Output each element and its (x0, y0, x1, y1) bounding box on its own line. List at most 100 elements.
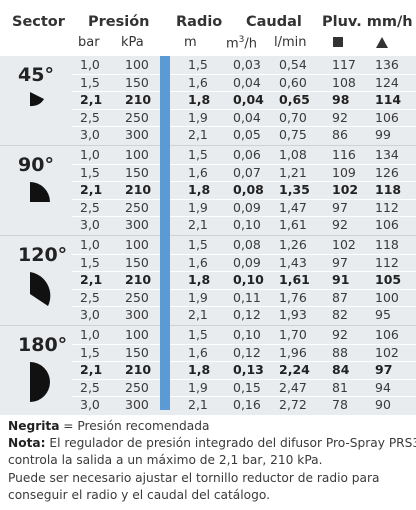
triangle-pattern-icon (376, 37, 388, 48)
table-row: 2,1 210 1,8 0,10 1,61 91 105 (0, 271, 416, 289)
cell-lmin: 1,61 (279, 272, 310, 288)
cell-pluv-square: 102 (332, 182, 359, 198)
cell-pluv-triangle: 136 (375, 57, 399, 72)
table-header: Sector Presión Radio Caudal Pluv. mm/h b… (0, 0, 416, 56)
row-divider (72, 108, 416, 110)
cell-lmin: 1,96 (279, 344, 307, 360)
cell-bar: 1,0 (80, 57, 100, 72)
cell-lmin: 2,47 (279, 379, 307, 395)
cell-pluv-triangle: 124 (375, 74, 399, 90)
cell-lmin: 2,24 (279, 362, 310, 378)
table-row: 2,1 210 1,8 0,13 2,24 84 97 (0, 361, 416, 379)
cell-bar: 1,0 (80, 147, 100, 162)
row-divider (72, 73, 416, 75)
cell-m3h: 0,05 (233, 127, 261, 143)
cell-kpa: 250 (125, 379, 149, 395)
cell-m3h: 0,10 (233, 327, 261, 342)
cell-radio: 1,9 (188, 289, 208, 305)
cell-kpa: 210 (125, 92, 152, 108)
cell-pluv-triangle: 112 (375, 254, 399, 270)
table-row: 2,1 210 1,8 0,08 1,35 102 118 (0, 181, 416, 199)
note-line-2: controla la salida a un máximo de 2,1 ba… (8, 453, 323, 468)
cell-m3h: 0,08 (233, 237, 261, 252)
unit-m3h: m3/h (226, 35, 258, 52)
cell-bar: 2,1 (80, 272, 103, 288)
cell-pluv-triangle: 94 (375, 379, 391, 395)
cell-kpa: 100 (125, 237, 149, 252)
table-row: 3,0 300 2,1 0,10 1,61 92 106 (0, 216, 416, 234)
cell-lmin: 1,76 (279, 289, 307, 305)
sector-group: 180° 1,0 100 1,5 0,10 1,70 92 106 1,5 150 1,6 0,12 1… (0, 325, 416, 415)
cell-kpa: 210 (125, 272, 152, 288)
cell-radio: 1,8 (188, 362, 211, 378)
note-line-3: Puede ser necesario ajustar el tornillo … (8, 470, 380, 485)
cell-radio: 1,8 (188, 182, 211, 198)
cell-m3h: 0,09 (233, 254, 261, 270)
sector-label: 45° (18, 64, 54, 86)
sector-120-icon (30, 272, 52, 314)
table-row: 1,0 100 1,5 0,10 1,70 92 106 (0, 326, 416, 344)
row-divider (72, 163, 416, 165)
table-row: 3,0 300 2,1 0,16 2,72 78 90 (0, 396, 416, 414)
cell-bar: 2,5 (80, 199, 100, 215)
cell-m3h: 0,13 (233, 362, 264, 378)
cell-m3h: 0,09 (233, 199, 261, 215)
cell-lmin: 0,65 (279, 92, 310, 108)
cell-m3h: 0,07 (233, 164, 261, 180)
row-divider (72, 216, 416, 218)
cell-lmin: 1,61 (279, 217, 307, 233)
cell-pluv-square: 98 (332, 92, 350, 108)
cell-pluv-triangle: 134 (375, 147, 399, 162)
cell-pluv-triangle: 126 (375, 164, 399, 180)
cell-pluv-triangle: 97 (375, 362, 393, 378)
data-table: 45° 1,0 100 1,5 0,03 0,54 117 136 1,5 150 1,6 0,04 0… (0, 56, 416, 415)
cell-radio: 1,5 (188, 57, 208, 72)
cell-bar: 3,0 (80, 307, 100, 323)
cell-lmin: 1,93 (279, 307, 307, 323)
unit-lmin: l/min (274, 35, 307, 50)
cell-m3h: 0,06 (233, 147, 261, 162)
cell-bar: 1,5 (80, 344, 100, 360)
cell-pluv-square: 92 (332, 217, 348, 233)
cell-bar: 2,5 (80, 379, 100, 395)
sector-label: 120° (18, 244, 68, 266)
cell-radio: 1,9 (188, 109, 208, 125)
cell-m3h: 0,04 (233, 92, 264, 108)
table-row: 2,5 250 1,9 0,11 1,76 87 100 (0, 289, 416, 307)
cell-radio: 1,9 (188, 379, 208, 395)
cell-radio: 1,6 (188, 74, 208, 90)
sector-90-icon (30, 182, 52, 208)
table-row: 2,5 250 1,9 0,09 1,47 97 112 (0, 199, 416, 217)
cell-m3h: 0,10 (233, 272, 264, 288)
note-bold-legend: Negrita = Presión recomendada (8, 419, 210, 433)
unit-kpa: kPa (121, 35, 144, 50)
cell-radio: 2,1 (188, 397, 208, 413)
table-row: 3,0 300 2,1 0,12 1,93 82 95 (0, 306, 416, 324)
table-row: 1,5 150 1,6 0,09 1,43 97 112 (0, 254, 416, 272)
cell-lmin: 1,21 (279, 164, 307, 180)
cell-bar: 1,0 (80, 327, 100, 342)
cell-pluv-square: 92 (332, 327, 348, 342)
row-divider (72, 378, 416, 380)
cell-pluv-square: 108 (332, 74, 356, 90)
cell-lmin: 1,70 (279, 327, 307, 342)
cell-pluv-triangle: 95 (375, 307, 391, 323)
cell-radio: 1,8 (188, 92, 211, 108)
unit-bar: bar (78, 35, 100, 50)
cell-bar: 1,5 (80, 164, 100, 180)
table-row: 1,5 150 1,6 0,07 1,21 109 126 (0, 164, 416, 182)
cell-kpa: 300 (125, 127, 149, 143)
note-line-4: conseguir el radio y el caudal del catál… (8, 487, 270, 502)
cell-pluv-square: 97 (332, 254, 348, 270)
cell-pluv-square: 88 (332, 344, 348, 360)
header-presion: Presión (88, 14, 150, 30)
cell-m3h: 0,12 (233, 344, 261, 360)
cell-pluv-triangle: 118 (375, 237, 399, 252)
cell-kpa: 100 (125, 327, 149, 342)
header-sector: Sector (12, 14, 65, 30)
cell-pluv-square: 116 (332, 147, 356, 162)
cell-kpa: 210 (125, 182, 152, 198)
cell-bar: 2,5 (80, 289, 100, 305)
cell-pluv-triangle: 114 (375, 92, 402, 108)
cell-lmin: 0,70 (279, 109, 307, 125)
